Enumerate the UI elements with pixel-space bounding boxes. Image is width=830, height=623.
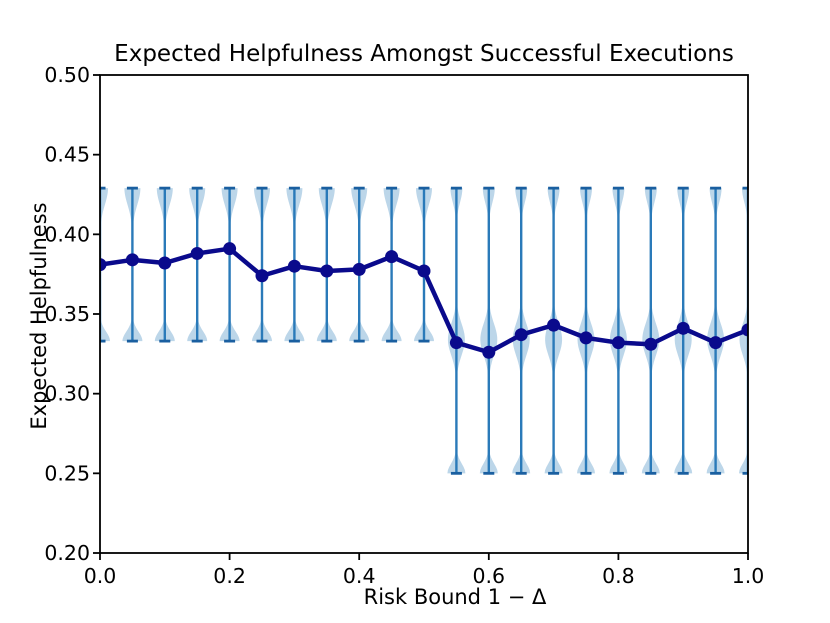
y-tick-label: 0.25 — [44, 461, 90, 485]
x-tick-label: 0.0 — [84, 564, 117, 588]
mean-point — [417, 264, 431, 278]
mean-line-layer — [100, 242, 748, 359]
mean-point — [352, 262, 366, 276]
chart-title: Expected Helpfulness Amongst Successful … — [114, 41, 734, 67]
mean-point — [482, 345, 496, 359]
mean-point — [449, 336, 463, 350]
mean-point — [287, 259, 301, 273]
mean-point — [514, 328, 528, 342]
x-tick-label: 0.4 — [343, 564, 376, 588]
y-tick-label: 0.45 — [44, 143, 90, 167]
mean-point — [579, 331, 593, 345]
mean-point — [100, 258, 107, 272]
x-tick-label: 0.8 — [602, 564, 635, 588]
x-tick-label: 0.6 — [472, 564, 505, 588]
mean-point — [190, 246, 204, 260]
mean-point — [320, 264, 334, 278]
mean-point — [125, 253, 139, 267]
mean-point — [741, 323, 748, 337]
y-tick-label: 0.30 — [44, 382, 90, 406]
violin-plots-layer — [100, 186, 748, 475]
mean-point — [255, 269, 269, 283]
mean-point — [611, 336, 625, 350]
mean-point — [547, 318, 561, 332]
x-axis-label: Risk Bound 1 − Δ — [364, 585, 547, 609]
y-axis-label: Expected Helpfulness — [27, 202, 51, 429]
y-tick-label: 0.40 — [44, 222, 90, 246]
x-tick-label: 0.2 — [213, 564, 246, 588]
y-tick-label: 0.35 — [44, 302, 90, 326]
mean-point — [676, 321, 690, 335]
mean-point — [385, 250, 399, 264]
y-tick-label: 0.20 — [44, 541, 90, 565]
y-tick-label: 0.50 — [44, 63, 90, 87]
mean-point — [158, 256, 172, 270]
mean-point — [223, 242, 237, 256]
mean-point — [709, 336, 723, 350]
mean-point — [644, 337, 658, 351]
x-tick-label: 1.0 — [732, 564, 765, 588]
axes-layer: 0.0 0.2 0.4 0.6 0.8 1.0 0.20 0.25 0.30 0.35 0.40 0.… — [44, 63, 764, 588]
